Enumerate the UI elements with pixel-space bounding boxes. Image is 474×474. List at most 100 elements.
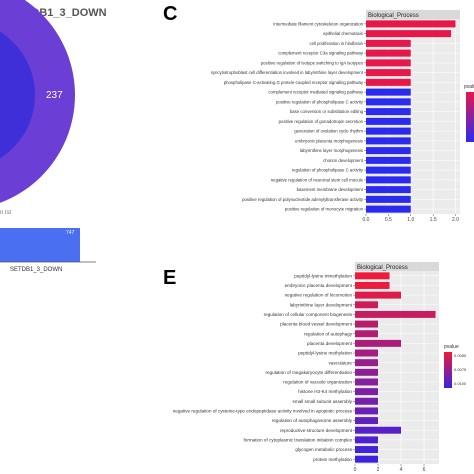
e-category-label: placenta development: [307, 341, 353, 346]
e-bar: [355, 359, 379, 367]
venn-circle-overlap: [0, 31, 35, 159]
e-category-label: embryonic placenta development: [285, 283, 353, 288]
c-category-label: basement membrane development: [297, 187, 364, 192]
panel-e-strip-label: Biological_Process: [357, 265, 408, 271]
c-bar: [366, 59, 411, 67]
panel-e-legend-title: pvalue: [444, 344, 459, 350]
e-category-label: small small subunit assembly: [293, 399, 353, 404]
c-bar: [366, 166, 411, 174]
e-bar: [355, 291, 402, 299]
e-category-label: peptidyl-lysine methylation: [298, 351, 352, 356]
c-category-label: positive regulation of monocyte migratio…: [285, 207, 364, 212]
e-bar: [355, 368, 379, 376]
c-category-label: base conversion or substitution editing: [290, 109, 364, 114]
c-category-label: intermediate filament cytoskeleton organ…: [273, 21, 363, 26]
panel-c-strip: [366, 10, 460, 19]
e-category-label: negative regulation of cysteine-type end…: [173, 409, 353, 414]
e-bar: [355, 417, 379, 425]
upset-bar-label: 747: [66, 230, 75, 236]
upset-fragment-label: n lst: [0, 210, 11, 216]
e-bar: [355, 426, 402, 434]
e-category-label: labyrinthine layer development: [290, 302, 353, 307]
e-bar: [355, 320, 379, 328]
c-x-tick-label: 1.5: [430, 217, 437, 223]
e-bar: [355, 397, 379, 405]
panel-e-strip: [355, 262, 439, 271]
e-category-label: regulation of vacuole organization: [283, 380, 352, 385]
panel-e-legend-colorbar: [444, 352, 452, 388]
e-bar: [355, 388, 379, 396]
e-bar: [355, 378, 379, 386]
c-bar: [366, 147, 411, 155]
c-category-label: positive regulation of phospholipase C a…: [276, 99, 364, 104]
e-x-tick-label: 0: [354, 467, 357, 473]
c-category-label: epithelial chemotaxis: [323, 31, 363, 36]
c-x-tick-label: 0.0: [363, 217, 370, 223]
c-category-label: phospholipase C-activating G protein-cou…: [224, 80, 364, 85]
e-bar: [355, 349, 379, 357]
c-bar: [366, 78, 411, 86]
upset-bar-panel: n lst 747 SETDB1_3_DOWN: [0, 210, 96, 273]
e-category-label: negative regulation of locomotion: [285, 293, 353, 298]
c-bar: [366, 156, 411, 164]
c-category-label: complement receptor C3a signaling pathwa…: [278, 51, 364, 56]
panel-e-legend-tick: 0.0050: [454, 353, 467, 358]
e-bar: [355, 339, 402, 347]
c-bar: [366, 205, 411, 213]
c-bar: [366, 98, 411, 106]
e-category-label: histone H3-K4 methylation: [298, 389, 352, 394]
e-category-label: peptidyl-lysine trimethylation: [294, 273, 352, 278]
c-bar: [366, 88, 411, 96]
c-bar: [366, 49, 411, 57]
e-category-label: reproductive structure development: [280, 428, 353, 433]
e-category-label: vasculature: [329, 360, 353, 365]
e-bar: [355, 330, 379, 338]
c-bar: [366, 20, 456, 28]
e-category-label: placenta blood vessel development: [280, 322, 352, 327]
venn-panel: SETDB1_3_DOWN 237: [0, 0, 107, 203]
c-bar: [366, 117, 411, 125]
e-bar: [355, 436, 379, 444]
upset-bar: [0, 228, 80, 262]
c-bar: [366, 195, 411, 203]
panel-e-plot-area: [355, 271, 439, 464]
c-bar: [366, 176, 411, 184]
e-bar: [355, 272, 390, 280]
panel-e-letter: E: [163, 267, 176, 289]
upset-x-label: SETDB1_3_DOWN: [10, 267, 62, 273]
e-category-label: formation of cytoplasmic translation ini…: [243, 437, 352, 442]
panel-e-legend-tick: 0.0075: [454, 367, 467, 372]
e-category-label: regulation of cellular component biogene…: [264, 312, 353, 317]
panel-c-plot-area: [366, 19, 460, 214]
e-bar: [355, 282, 390, 289]
e-category-label: regulation of autophagosome assembly: [272, 418, 353, 423]
c-category-label: regulation of phospholipase C activity: [292, 168, 364, 173]
c-category-label: labyrinthine layer morphogenesis: [300, 148, 363, 153]
e-category-label: protein methylation: [313, 457, 352, 462]
c-category-label: negative regulation of neuronal stem cel…: [271, 177, 364, 182]
e-x-tick-label: 6: [423, 467, 426, 473]
c-category-label: complement receptor mediated signaling p…: [268, 90, 363, 95]
c-x-tick-label: 2.0: [452, 217, 459, 223]
panel-c-legend-colorbar: [466, 92, 474, 142]
e-bar: [355, 446, 379, 453]
c-category-label: syncytiotrophoblast cell differentiation…: [211, 70, 364, 75]
c-bar: [366, 39, 411, 47]
e-bar: [355, 455, 379, 463]
e-bar: [355, 407, 379, 415]
c-bar: [366, 127, 411, 135]
c-category-label: positive regulation of polynucleotide ad…: [242, 197, 364, 202]
c-bar: [366, 137, 411, 145]
panel-c: C Biological_Process intermediate filame…: [163, 3, 474, 223]
e-bar: [355, 301, 379, 309]
e-x-tick-label: 4: [400, 467, 403, 473]
c-bar: [366, 186, 411, 194]
e-category-label: glycogen metabolic process: [295, 447, 352, 452]
panel-e: E Biological_Process peptidyl-lysine tri…: [163, 262, 467, 473]
c-bar: [366, 30, 452, 38]
e-x-tick-label: 2: [377, 467, 380, 473]
c-category-label: chorion development: [323, 158, 364, 163]
c-category-label: positive regulation of gonadotropin secr…: [279, 119, 364, 124]
panel-c-letter: C: [163, 3, 177, 25]
